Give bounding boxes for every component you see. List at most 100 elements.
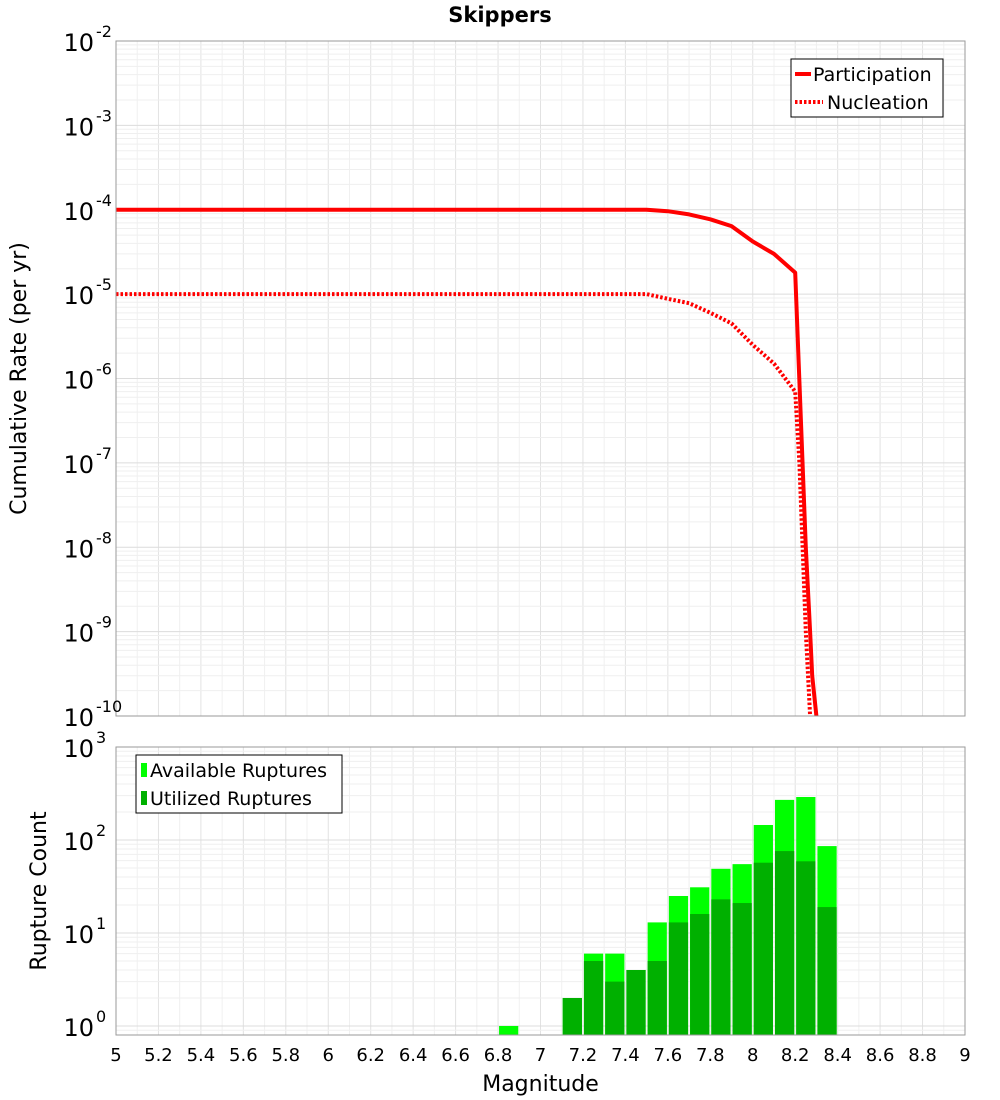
x-tick-label: 5.8 bbox=[271, 1045, 300, 1066]
rate-y-tick-exponent: -5 bbox=[96, 275, 112, 294]
count-y-tick-label: 10 bbox=[63, 735, 94, 763]
legend-label-available: Available Ruptures bbox=[150, 760, 327, 782]
rate-y-tick-label: 10 bbox=[63, 282, 94, 310]
tick-base: 10 bbox=[63, 1014, 94, 1042]
bar-utilized bbox=[605, 981, 625, 1035]
rate-plot-y-axis-label: Cumulative Rate (per yr) bbox=[7, 242, 32, 515]
legend-swatch-utilized bbox=[141, 791, 147, 805]
rate-y-tick-label: 10 bbox=[63, 620, 94, 648]
rate-y-tick-exponent: -8 bbox=[96, 528, 112, 547]
count-y-tick-exponent: 3 bbox=[96, 728, 106, 747]
bar-utilized bbox=[753, 862, 773, 1035]
rate-y-tick-label: 10 bbox=[63, 367, 94, 395]
series-line-nucleation bbox=[116, 292, 813, 717]
tick-base: 10 bbox=[63, 113, 94, 141]
chart-title: Skippers bbox=[448, 3, 551, 27]
x-tick-label: 7.6 bbox=[654, 1045, 683, 1066]
rate-y-tick-exponent: -4 bbox=[96, 191, 112, 210]
bar-utilized bbox=[690, 914, 710, 1035]
tick-base: 10 bbox=[63, 451, 94, 479]
count-y-tick-exponent: 1 bbox=[96, 914, 106, 933]
x-tick-label: 5.4 bbox=[187, 1045, 216, 1066]
rupture-count-bars bbox=[499, 796, 837, 1035]
x-tick-label: 6.2 bbox=[356, 1045, 385, 1066]
x-tick-label: 6 bbox=[323, 1045, 334, 1066]
series-line-participation bbox=[116, 207, 819, 717]
tick-base: 10 bbox=[63, 198, 94, 226]
rupture-count-border bbox=[115, 746, 966, 1036]
rate-y-tick-exponent: -3 bbox=[96, 106, 112, 125]
count-y-tick-exponent: 0 bbox=[96, 1007, 106, 1026]
legend-label-nucleation: Nucleation bbox=[827, 92, 929, 114]
rate-y-tick-exponent: -7 bbox=[96, 444, 112, 463]
bar-utilized bbox=[796, 861, 816, 1035]
rate-plot-grid bbox=[115, 41, 966, 717]
rate-y-tick-label: 10 bbox=[63, 29, 94, 57]
bar-utilized bbox=[626, 969, 646, 1035]
x-tick-label: 8.6 bbox=[866, 1045, 895, 1066]
bar-available bbox=[499, 1025, 519, 1035]
tick-base: 10 bbox=[63, 704, 94, 732]
x-tick-label: 6.8 bbox=[484, 1045, 513, 1066]
x-tick-label: 8.2 bbox=[781, 1045, 810, 1066]
tick-base: 10 bbox=[63, 535, 94, 563]
bar-utilized bbox=[562, 997, 582, 1035]
x-tick-label: 8 bbox=[747, 1045, 758, 1066]
count-y-tick-label: 10 bbox=[63, 828, 94, 856]
x-tick-label: 8.8 bbox=[908, 1045, 937, 1066]
magnitude-x-ticks: 5 5.2 5.4 5.6 5.8 6 6.2 6.4 6.6 6.8 7 7.2 7.4 7.6 7.8 8… bbox=[110, 1045, 970, 1066]
x-tick-label: 7 bbox=[535, 1045, 546, 1066]
rate-plot-legend: Participation Nucleation bbox=[790, 58, 944, 118]
x-tick-label: 7.4 bbox=[611, 1045, 640, 1066]
legend-swatch-available bbox=[141, 763, 147, 777]
x-tick-label: 7.2 bbox=[569, 1045, 598, 1066]
tick-base: 10 bbox=[63, 29, 94, 57]
x-tick-label: 5.2 bbox=[144, 1045, 173, 1066]
rate-y-tick-exponent: -2 bbox=[96, 22, 112, 41]
bar-utilized bbox=[647, 960, 667, 1035]
legend-label-utilized: Utilized Ruptures bbox=[150, 788, 312, 810]
rate-y-tick-label: 10 bbox=[63, 198, 94, 226]
x-tick-label: 7.8 bbox=[696, 1045, 725, 1066]
bar-utilized bbox=[711, 899, 731, 1035]
tick-base: 10 bbox=[63, 735, 94, 763]
rate-plot-series bbox=[116, 207, 819, 717]
bar-utilized bbox=[817, 907, 837, 1035]
bar-utilized bbox=[668, 922, 689, 1035]
x-tick-label: 6.4 bbox=[399, 1045, 428, 1066]
legend-box bbox=[135, 754, 343, 814]
tick-base: 10 bbox=[63, 921, 94, 949]
x-tick-label: 8.4 bbox=[823, 1045, 852, 1066]
legend-box bbox=[790, 58, 944, 118]
rate-plot-border bbox=[115, 40, 966, 717]
x-axis-label: Magnitude bbox=[482, 1072, 599, 1097]
tick-base: 10 bbox=[63, 282, 94, 310]
x-tick-label: 9 bbox=[959, 1045, 970, 1066]
tick-base: 10 bbox=[63, 367, 94, 395]
bar-utilized bbox=[774, 851, 795, 1035]
rate-y-tick-label: 10 bbox=[63, 535, 94, 563]
bar-utilized bbox=[732, 903, 752, 1035]
rate-y-tick-label: 10 bbox=[63, 113, 94, 141]
count-y-tick-label: 10 bbox=[63, 1014, 94, 1042]
legend-label-participation: Participation bbox=[813, 64, 932, 86]
count-y-tick-label: 10 bbox=[63, 921, 94, 949]
rupture-count-y-axis-label: Rupture Count bbox=[27, 811, 52, 971]
rate-y-tick-exponent: -9 bbox=[96, 613, 112, 632]
tick-base: 10 bbox=[63, 828, 94, 856]
count-y-tick-exponent: 2 bbox=[96, 821, 106, 840]
rate-y-tick-label: 10 bbox=[63, 451, 94, 479]
rate-y-tick-exponent: -6 bbox=[96, 360, 112, 379]
x-tick-label: 5.6 bbox=[229, 1045, 258, 1066]
rate-y-tick-exponent: -10 bbox=[96, 697, 122, 716]
rupture-count-legend: Available Ruptures Utilized Ruptures bbox=[135, 754, 343, 814]
rate-y-tick-label: 10 bbox=[63, 704, 94, 732]
x-tick-label: 6.6 bbox=[441, 1045, 470, 1066]
tick-base: 10 bbox=[63, 620, 94, 648]
x-tick-label: 5 bbox=[110, 1045, 121, 1066]
